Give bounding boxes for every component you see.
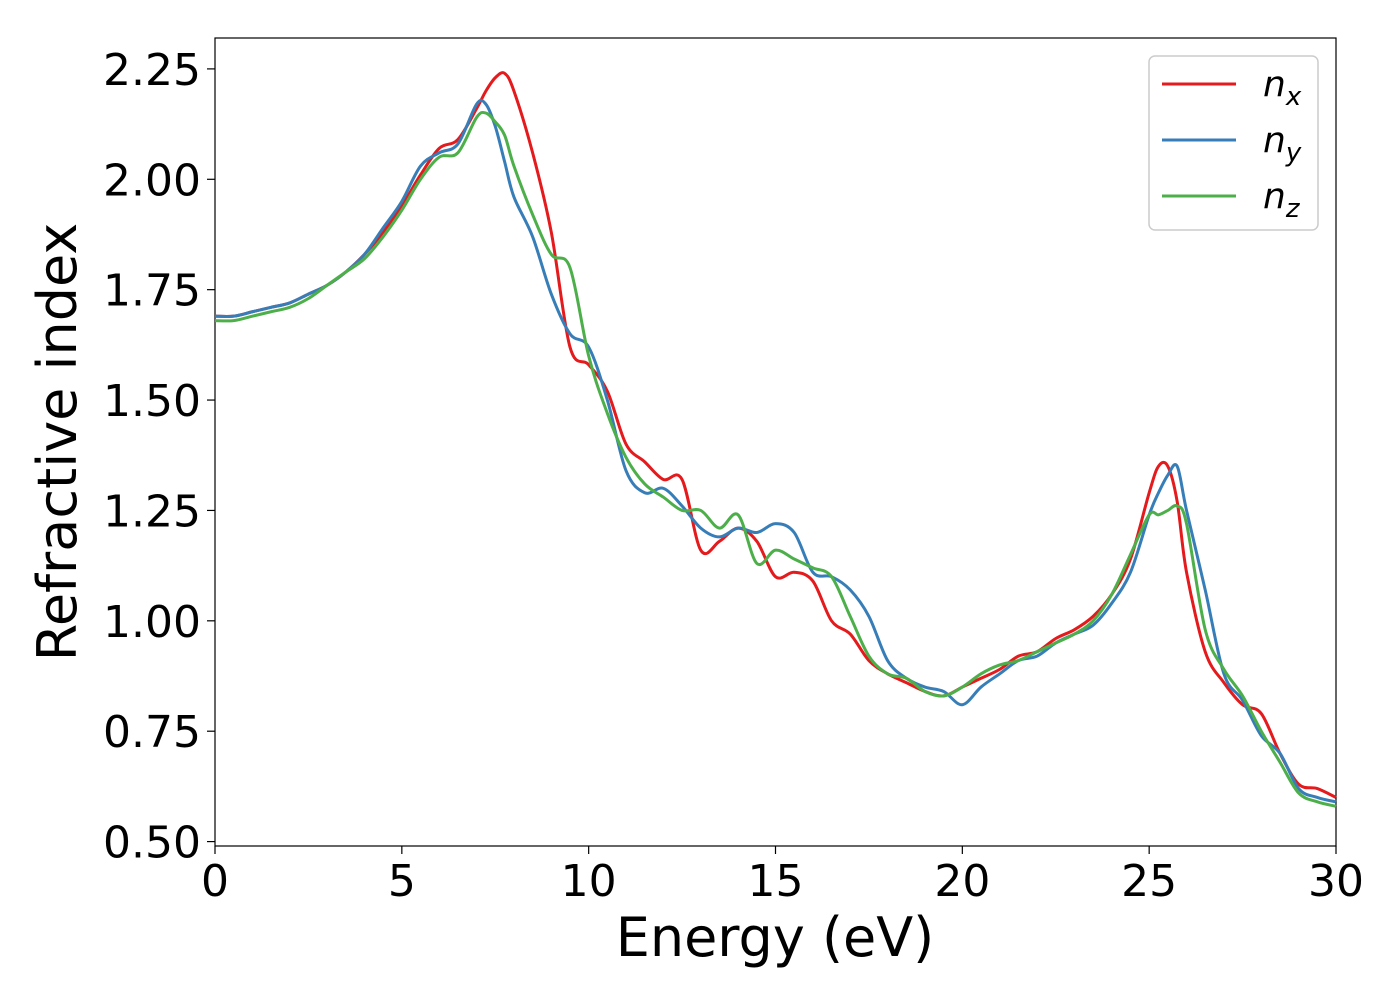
y-tick-label: 1.75 xyxy=(103,266,201,317)
y-axis-label: Refractive index xyxy=(26,223,89,662)
legend-label-nx: nx xyxy=(1263,64,1302,112)
y-tick-label: 2.00 xyxy=(103,155,201,206)
x-tick-label: 25 xyxy=(1121,856,1177,907)
legend-label-nz: nz xyxy=(1263,176,1301,224)
x-tick-label: 5 xyxy=(388,856,416,907)
x-axis-label: Energy (eV) xyxy=(616,906,935,969)
y-ticks: 0.50 0.75 1.00 1.25 1.50 1.75 2.00 2.25 xyxy=(103,45,215,869)
x-tick-label: 10 xyxy=(561,856,617,907)
x-tick-label: 15 xyxy=(748,856,804,907)
x-ticks: 0 5 10 15 20 25 30 xyxy=(201,846,1364,907)
y-tick-label: 1.50 xyxy=(103,376,201,427)
series-line-nz xyxy=(214,110,1337,808)
y-tick-label: 1.00 xyxy=(103,597,201,648)
legend-label-ny: ny xyxy=(1263,120,1302,168)
x-tick-label: 30 xyxy=(1308,856,1364,907)
y-tick-label: 0.50 xyxy=(103,818,201,869)
y-tick-label: 1.25 xyxy=(103,486,201,537)
x-tick-label: 20 xyxy=(934,856,990,907)
x-tick-label: 0 xyxy=(201,856,229,907)
series-line-ny xyxy=(214,98,1337,804)
y-tick-label: 2.25 xyxy=(103,45,201,96)
series-layer xyxy=(214,71,1337,808)
legend: nx ny nz xyxy=(1148,55,1319,231)
series-line-nx xyxy=(214,71,1337,799)
y-tick-label: 0.75 xyxy=(103,707,201,758)
legend-box xyxy=(1148,55,1319,231)
